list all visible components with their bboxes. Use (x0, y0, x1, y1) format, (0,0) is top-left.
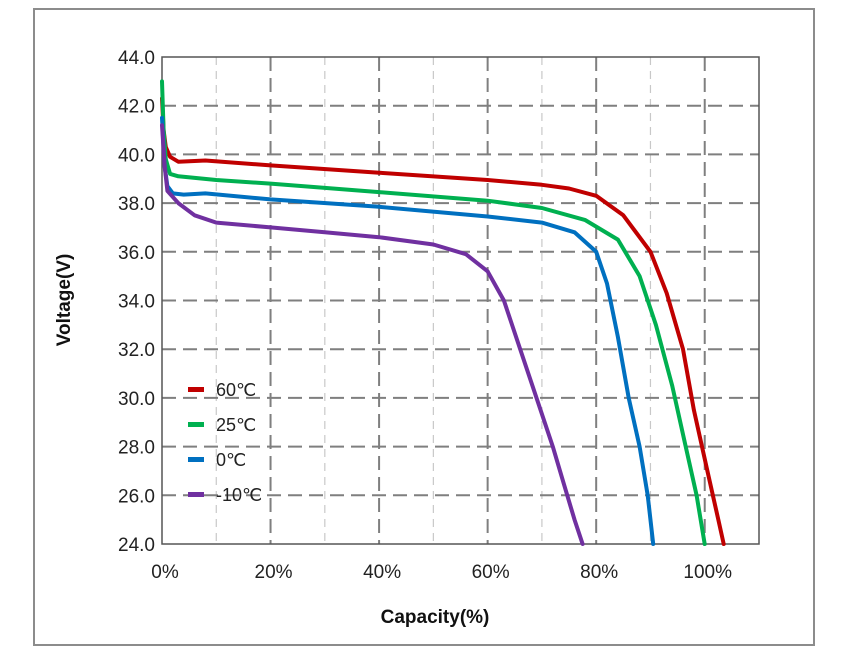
series-lines (160, 79, 726, 546)
x-tick-labels: 0% 20% 40% 60% 80% 100% (151, 562, 732, 583)
legend-label: 0℃ (216, 450, 246, 470)
y-tick-label: 30.0 (118, 389, 155, 410)
x-tick-label: 20% (255, 562, 293, 583)
series-line (160, 79, 707, 546)
series-line (160, 115, 656, 546)
y-tick-label: 28.0 (118, 438, 155, 459)
legend: 60℃ 25℃ 0℃ -10℃ (188, 380, 262, 505)
x-tick-label: 40% (363, 562, 401, 583)
legend-label: 60℃ (216, 380, 256, 400)
y-tick-label: 36.0 (118, 243, 155, 264)
plot-border (161, 56, 760, 545)
legend-swatch (188, 457, 204, 462)
legend-label: 25℃ (216, 415, 256, 435)
x-tick-label: 100% (683, 562, 732, 583)
legend-swatch (188, 492, 204, 497)
y-tick-label: 42.0 (118, 97, 155, 118)
x-tick-label: 60% (472, 562, 510, 583)
y-tick-label: 24.0 (118, 535, 155, 556)
y-tick-label: 26.0 (118, 486, 155, 507)
y-tick-labels: 24.0 26.0 28.0 30.0 32.0 34.0 36.0 38.0 40.0 42.0… (118, 48, 155, 556)
y-tick-label: 34.0 (118, 292, 155, 313)
grid (162, 57, 759, 544)
y-tick-label: 44.0 (118, 48, 155, 69)
y-tick-label: 38.0 (118, 194, 155, 215)
legend-swatch (188, 387, 204, 392)
series-line (160, 96, 726, 546)
y-tick-label: 32.0 (118, 340, 155, 361)
y-tick-label: 40.0 (118, 145, 155, 166)
legend-label: -10℃ (216, 485, 262, 505)
x-tick-label: 80% (580, 562, 618, 583)
y-axis-title: Voltage(V) (54, 254, 75, 347)
legend-swatch (188, 422, 204, 427)
x-tick-label: 0% (151, 562, 179, 583)
series-line (160, 123, 585, 546)
x-axis-title: Capacity(%) (381, 607, 490, 628)
